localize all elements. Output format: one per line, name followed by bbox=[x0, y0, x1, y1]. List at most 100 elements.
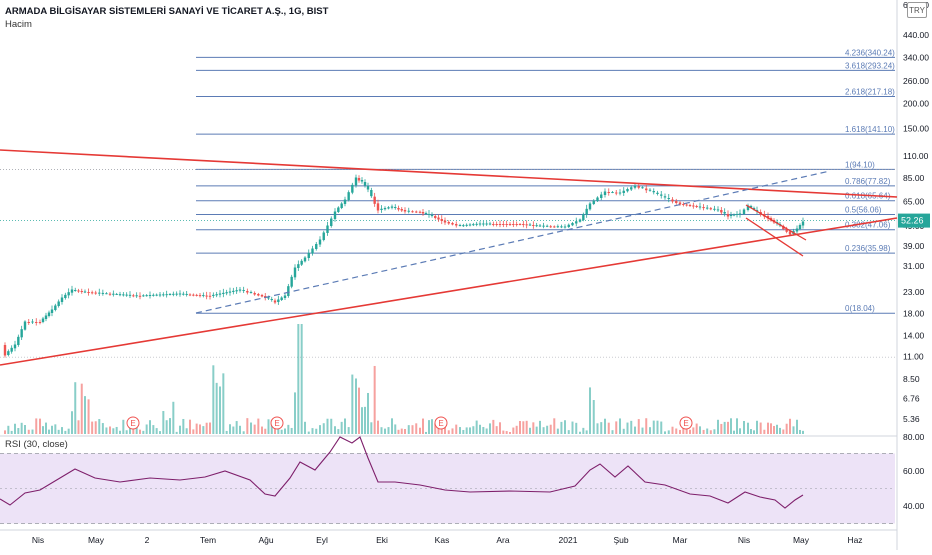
rsi-line[interactable] bbox=[0, 436, 804, 509]
volume-bar[interactable] bbox=[459, 427, 461, 434]
candle[interactable] bbox=[373, 196, 376, 204]
candle[interactable] bbox=[678, 202, 682, 205]
candle[interactable] bbox=[560, 226, 563, 228]
volume-bar[interactable] bbox=[592, 400, 595, 434]
volume-bar[interactable] bbox=[139, 429, 141, 434]
volume-bar[interactable] bbox=[394, 424, 397, 434]
volume-bar[interactable] bbox=[358, 387, 360, 434]
candle[interactable] bbox=[596, 197, 599, 202]
volume-bar[interactable] bbox=[84, 396, 86, 434]
candle[interactable] bbox=[145, 295, 148, 297]
candle[interactable] bbox=[267, 297, 270, 299]
volume-bar[interactable] bbox=[165, 420, 168, 434]
volume-bar[interactable] bbox=[759, 422, 762, 434]
candle[interactable] bbox=[411, 211, 414, 213]
candle[interactable] bbox=[723, 212, 726, 214]
volume-bar[interactable] bbox=[679, 429, 681, 434]
candle[interactable] bbox=[300, 260, 303, 265]
volume-bar[interactable] bbox=[322, 423, 325, 434]
volume-bar[interactable] bbox=[400, 428, 403, 434]
candle[interactable] bbox=[357, 178, 361, 181]
candle[interactable] bbox=[273, 300, 277, 303]
volume-bar[interactable] bbox=[475, 420, 478, 434]
candle[interactable] bbox=[387, 207, 390, 209]
candle[interactable] bbox=[260, 295, 264, 297]
volume-bar[interactable] bbox=[87, 399, 90, 434]
candle[interactable] bbox=[257, 294, 260, 296]
volume-bar[interactable] bbox=[730, 418, 732, 434]
candle[interactable] bbox=[782, 226, 785, 230]
volume-bar[interactable] bbox=[311, 428, 314, 434]
symbol-title[interactable]: ARMADA BİLGİSAYAR SİSTEMLERİ SANAYİ VE T… bbox=[5, 6, 329, 17]
candle[interactable] bbox=[242, 290, 245, 291]
candle[interactable] bbox=[158, 294, 162, 296]
candle[interactable] bbox=[253, 293, 256, 295]
volume-bar[interactable] bbox=[600, 422, 603, 434]
candle[interactable] bbox=[785, 228, 788, 232]
volume-bar[interactable] bbox=[212, 365, 215, 434]
candle[interactable] bbox=[215, 294, 218, 296]
candle[interactable] bbox=[366, 186, 370, 190]
candle[interactable] bbox=[735, 214, 739, 215]
volume-bar[interactable] bbox=[261, 426, 263, 434]
candle[interactable] bbox=[280, 297, 283, 301]
volume-bar[interactable] bbox=[290, 427, 293, 434]
candle[interactable] bbox=[168, 294, 172, 295]
volume-bar[interactable] bbox=[495, 426, 498, 434]
volume-bar[interactable] bbox=[739, 428, 741, 434]
candle[interactable] bbox=[17, 336, 20, 345]
candle[interactable] bbox=[347, 192, 350, 200]
volume-bar[interactable] bbox=[209, 422, 211, 434]
volume-bar[interactable] bbox=[326, 418, 329, 434]
candle[interactable] bbox=[77, 290, 80, 292]
volume-bar[interactable] bbox=[692, 427, 695, 434]
candle[interactable] bbox=[142, 295, 145, 297]
candle[interactable] bbox=[122, 294, 125, 296]
volume-bar[interactable] bbox=[61, 427, 63, 434]
candle[interactable] bbox=[23, 321, 27, 330]
volume-bar[interactable] bbox=[455, 424, 458, 434]
candle[interactable] bbox=[571, 223, 574, 226]
volume-bar[interactable] bbox=[743, 420, 745, 434]
volume-bar[interactable] bbox=[699, 426, 701, 434]
candle[interactable] bbox=[238, 289, 242, 291]
candle[interactable] bbox=[648, 189, 652, 191]
candle[interactable] bbox=[343, 199, 347, 205]
volume-bar[interactable] bbox=[175, 431, 178, 434]
volume-bar[interactable] bbox=[509, 431, 511, 434]
volume-bar[interactable] bbox=[391, 418, 393, 434]
volume-bar[interactable] bbox=[753, 430, 755, 434]
volume-bar[interactable] bbox=[637, 419, 640, 434]
candle[interactable] bbox=[105, 293, 108, 295]
candle[interactable] bbox=[246, 291, 249, 293]
volume-bar[interactable] bbox=[492, 419, 495, 434]
volume-bar[interactable] bbox=[799, 429, 801, 434]
candle[interactable] bbox=[455, 224, 458, 226]
volume-bar[interactable] bbox=[720, 423, 723, 434]
volume-bar[interactable] bbox=[431, 419, 433, 434]
volume-bar[interactable] bbox=[465, 427, 468, 434]
candle[interactable] bbox=[198, 295, 202, 297]
candle[interactable] bbox=[397, 208, 400, 210]
candle[interactable] bbox=[475, 223, 478, 225]
volume-bar[interactable] bbox=[101, 423, 104, 434]
volume-bar[interactable] bbox=[257, 418, 260, 434]
volume-bar[interactable] bbox=[789, 418, 791, 434]
candle[interactable] bbox=[337, 207, 340, 213]
volume-bar[interactable] bbox=[80, 383, 83, 434]
candle[interactable] bbox=[270, 299, 273, 300]
volume-bar[interactable] bbox=[667, 430, 670, 434]
volume-bar[interactable] bbox=[159, 431, 161, 434]
candle[interactable] bbox=[35, 322, 38, 323]
candle[interactable] bbox=[720, 210, 723, 213]
volume-bar[interactable] bbox=[546, 425, 549, 434]
volume-bar[interactable] bbox=[57, 429, 60, 434]
candle[interactable] bbox=[218, 293, 222, 295]
candle[interactable] bbox=[688, 205, 692, 206]
volume-bar[interactable] bbox=[489, 423, 491, 434]
candle[interactable] bbox=[692, 205, 695, 207]
candle[interactable] bbox=[112, 293, 115, 295]
candle[interactable] bbox=[592, 200, 595, 205]
candle[interactable] bbox=[87, 292, 90, 293]
